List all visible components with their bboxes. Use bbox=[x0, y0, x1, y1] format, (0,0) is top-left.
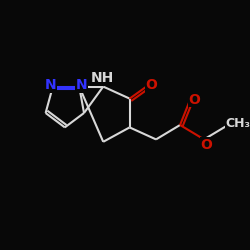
Text: N: N bbox=[44, 78, 56, 92]
Text: O: O bbox=[188, 93, 200, 107]
Text: O: O bbox=[200, 138, 212, 152]
Text: CH₃: CH₃ bbox=[225, 117, 250, 130]
Text: O: O bbox=[145, 78, 157, 92]
Text: NH: NH bbox=[90, 71, 114, 85]
Text: N: N bbox=[76, 78, 88, 92]
